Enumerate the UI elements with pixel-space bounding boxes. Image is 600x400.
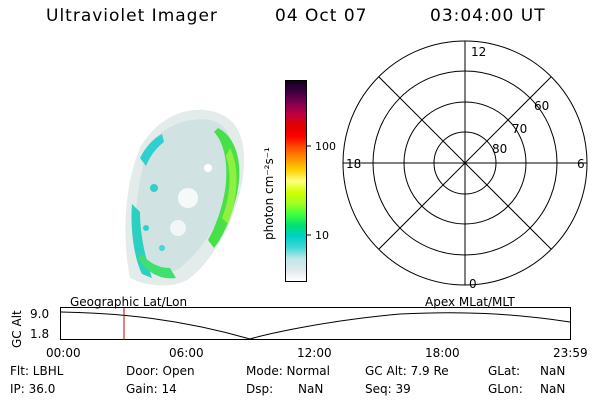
colorbar: [285, 80, 307, 282]
xtick-2359: 23:59: [553, 346, 588, 360]
info-glon-value: NaN: [540, 382, 566, 396]
polar-label-80: 80: [492, 142, 507, 156]
info-mode: Mode: Normal: [246, 364, 330, 378]
polar-label-0: 0: [469, 277, 477, 290]
info-seq: Seq: 39: [365, 382, 411, 396]
colorbar-unit-label: photon cm⁻²s⁻¹: [262, 147, 276, 240]
polar-label-12: 12: [471, 45, 486, 59]
polar-grid: 12 18 6 0 60 70 80: [342, 40, 588, 290]
polar-label-60: 60: [534, 99, 549, 113]
time-label: 03:04:00 UT: [430, 6, 546, 26]
info-glat-label: GLat:: [488, 364, 521, 378]
timeline-plot: [60, 307, 571, 340]
xtick-1200: 12:00: [297, 346, 332, 360]
timeline-ytick-top: 9.0: [30, 307, 50, 321]
polar-label-18: 18: [346, 157, 361, 171]
xtick-0000: 00:00: [46, 346, 81, 360]
info-glat-value: NaN: [540, 364, 566, 378]
info-flt: Flt: LBHL: [10, 364, 64, 378]
timeline-right-title: Apex MLat/MLT: [425, 295, 515, 309]
info-dsp-label: Dsp:: [246, 382, 274, 396]
colorbar-axis: 100 10: [306, 140, 336, 242]
instrument-title: Ultraviolet Imager: [46, 6, 218, 26]
colorbar-tick-10: 10: [315, 229, 329, 242]
polar-label-6: 6: [577, 157, 585, 171]
date-label: 04 Oct 07: [275, 6, 368, 26]
info-gcalt: GC Alt: 7.9 Re: [365, 364, 449, 378]
xtick-0600: 06:00: [169, 346, 204, 360]
auroral-image: [125, 109, 245, 286]
info-ip: IP: 36.0: [10, 382, 56, 396]
info-gain: Gain: 14: [126, 382, 177, 396]
timeline-left-title: Geographic Lat/Lon: [70, 295, 188, 309]
polar-label-70: 70: [512, 122, 527, 136]
info-dsp-value: NaN: [298, 382, 324, 396]
info-door: Door: Open: [126, 364, 195, 378]
info-glon-label: GLon:: [488, 382, 523, 396]
timeline-ylabel: GC Alt: [10, 310, 24, 348]
xtick-1800: 18:00: [425, 346, 460, 360]
timeline-ytick-bottom: 1.8: [30, 327, 50, 341]
colorbar-tick-100: 100: [315, 140, 336, 153]
